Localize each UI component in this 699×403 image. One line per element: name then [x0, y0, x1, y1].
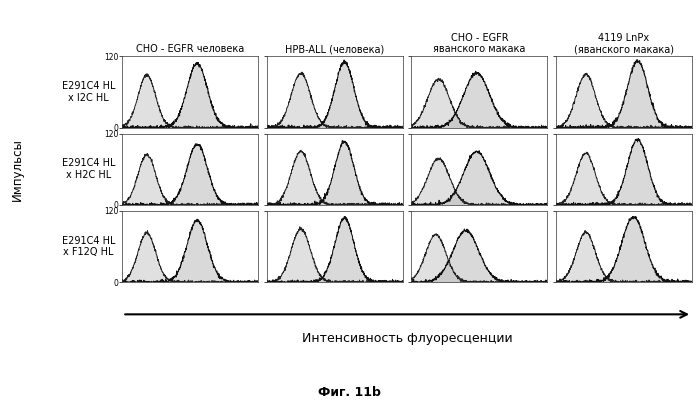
Text: Интенсивность флуоресценции: Интенсивность флуоресценции — [302, 332, 512, 345]
Text: CHO - EGFR человека: CHO - EGFR человека — [136, 44, 245, 54]
Text: 4119 LnPx
(яванского макака): 4119 LnPx (яванского макака) — [574, 33, 674, 54]
Text: E291C4 HL
x H2C HL: E291C4 HL x H2C HL — [62, 158, 115, 180]
Text: Импульсы: Импульсы — [11, 138, 24, 201]
Text: Фиг. 11b: Фиг. 11b — [318, 386, 381, 399]
Text: HPB-ALL (человека): HPB-ALL (человека) — [285, 44, 384, 54]
Text: E291C4 HL
x I2C HL: E291C4 HL x I2C HL — [62, 81, 115, 103]
Text: E291C4 HL
x F12Q HL: E291C4 HL x F12Q HL — [62, 236, 115, 257]
Text: CHO - EGFR
яванского макака: CHO - EGFR яванского макака — [433, 33, 526, 54]
